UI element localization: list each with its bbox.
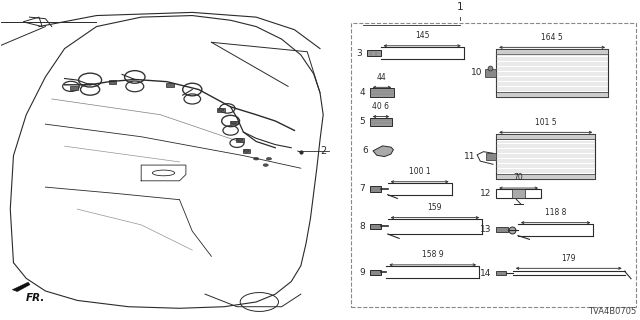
Text: 8: 8 <box>360 222 365 231</box>
Bar <box>484 68 496 77</box>
Bar <box>367 50 381 56</box>
Bar <box>496 133 595 179</box>
Bar <box>496 271 506 276</box>
Text: 158 9: 158 9 <box>422 250 444 259</box>
Text: FR.: FR. <box>26 293 45 303</box>
Text: 3: 3 <box>356 49 362 58</box>
Bar <box>370 269 381 275</box>
Text: 9: 9 <box>360 268 365 276</box>
Circle shape <box>263 164 268 166</box>
Text: 6: 6 <box>363 147 369 156</box>
Bar <box>496 92 608 97</box>
Bar <box>370 88 394 97</box>
Text: 40 6: 40 6 <box>372 102 390 111</box>
Text: 100 1: 100 1 <box>409 167 431 176</box>
Bar <box>370 224 381 229</box>
Text: TVA4B0705: TVA4B0705 <box>588 307 636 316</box>
Bar <box>512 189 525 198</box>
Bar <box>236 138 244 142</box>
Text: 7: 7 <box>360 184 365 193</box>
Text: 70: 70 <box>514 173 524 182</box>
Text: 10: 10 <box>470 68 482 77</box>
Text: 2: 2 <box>320 146 326 156</box>
Circle shape <box>218 109 223 111</box>
Text: 145: 145 <box>415 31 429 40</box>
Bar <box>496 173 595 179</box>
Text: 164 5: 164 5 <box>541 33 563 42</box>
Text: 13: 13 <box>480 225 492 234</box>
Bar <box>496 227 508 232</box>
Circle shape <box>237 139 243 141</box>
Text: 159: 159 <box>428 203 442 212</box>
Bar <box>351 23 636 307</box>
Bar <box>243 149 250 153</box>
Text: 118 8: 118 8 <box>545 208 566 217</box>
Text: 11: 11 <box>463 152 475 161</box>
Text: 5: 5 <box>360 117 365 126</box>
Text: 14: 14 <box>481 268 492 277</box>
Text: 4: 4 <box>360 88 365 97</box>
Text: 101 5: 101 5 <box>535 118 557 127</box>
Bar <box>370 186 381 191</box>
Bar <box>496 49 608 97</box>
Circle shape <box>253 157 259 160</box>
Bar <box>496 133 595 139</box>
Circle shape <box>266 157 271 160</box>
Text: 179: 179 <box>561 254 576 263</box>
Text: 1: 1 <box>457 3 464 12</box>
Text: 44: 44 <box>377 73 387 82</box>
Bar <box>109 80 116 84</box>
Polygon shape <box>12 282 30 292</box>
Bar <box>496 189 541 198</box>
Bar <box>166 83 173 87</box>
Circle shape <box>231 121 236 124</box>
Bar <box>230 121 237 124</box>
Circle shape <box>244 150 249 152</box>
Bar <box>496 49 608 54</box>
Bar <box>217 108 225 112</box>
Bar <box>486 153 496 160</box>
Text: 12: 12 <box>481 189 492 198</box>
Polygon shape <box>373 146 394 156</box>
Bar <box>70 86 78 90</box>
Bar <box>370 117 392 126</box>
